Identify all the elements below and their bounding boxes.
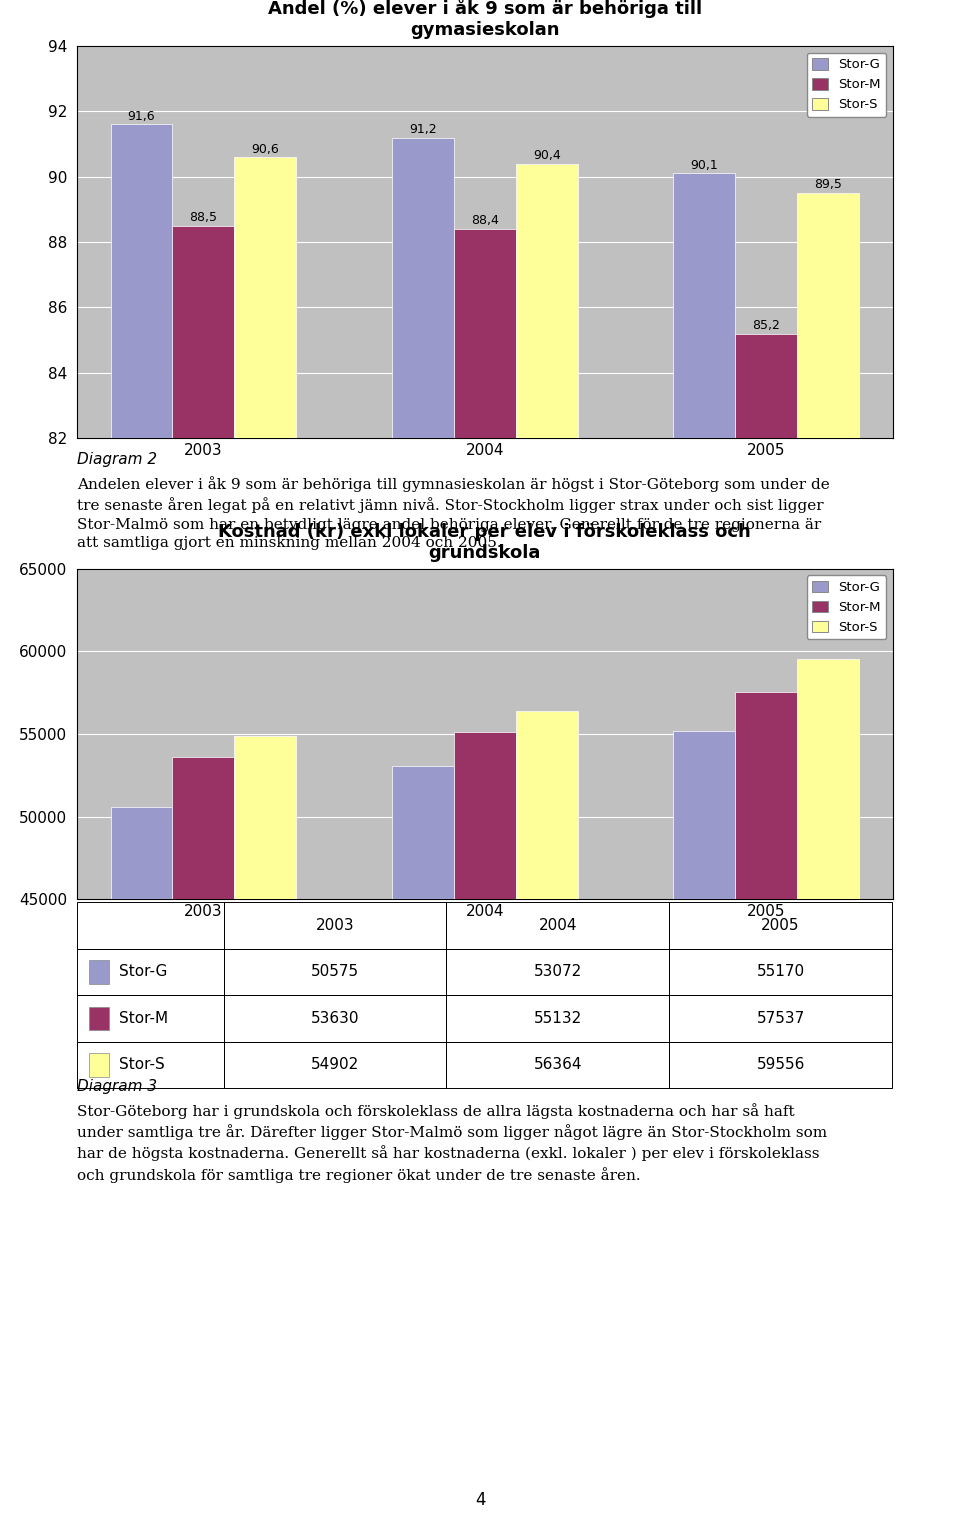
Bar — [669, 902, 892, 948]
Text: 53630: 53630 — [311, 1011, 359, 1025]
Bar — [224, 994, 446, 1042]
Bar — [516, 712, 578, 1537]
Title: Kostnad (kr) exkl lokaler per elev i förskoleklass och
grundskola: Kostnad (kr) exkl lokaler per elev i för… — [219, 523, 751, 561]
Bar — [234, 157, 297, 1537]
Text: 91,2: 91,2 — [409, 123, 437, 135]
Bar — [797, 659, 859, 1537]
Text: 2003: 2003 — [316, 918, 354, 933]
Text: 88,4: 88,4 — [470, 214, 499, 227]
Text: 85,2: 85,2 — [753, 318, 780, 332]
Text: 50575: 50575 — [311, 964, 359, 979]
Text: 90,6: 90,6 — [252, 143, 279, 155]
Text: 91,6: 91,6 — [128, 109, 156, 123]
Text: 2004: 2004 — [539, 918, 577, 933]
Bar — [446, 948, 669, 994]
Bar — [446, 994, 669, 1042]
Bar — [89, 1053, 109, 1076]
Text: 53072: 53072 — [534, 964, 582, 979]
Text: Stor-M: Stor-M — [119, 1011, 168, 1025]
Bar — [669, 994, 892, 1042]
Bar — [669, 1042, 892, 1088]
Bar — [735, 692, 797, 1537]
Text: Andelen elever i åk 9 som är behöriga till gymnasieskolan är högst i Stor-Götebo: Andelen elever i åk 9 som är behöriga ti… — [77, 476, 829, 550]
Bar — [77, 948, 224, 994]
Bar — [224, 1042, 446, 1088]
Text: Stor-G: Stor-G — [119, 964, 168, 979]
Bar — [110, 807, 173, 1537]
Bar — [516, 163, 578, 1537]
Legend: Stor-G, Stor-M, Stor-S: Stor-G, Stor-M, Stor-S — [806, 575, 886, 639]
Bar — [89, 1007, 109, 1030]
Bar — [454, 732, 516, 1537]
Bar — [224, 902, 446, 948]
Bar — [392, 765, 454, 1537]
Bar — [454, 229, 516, 1537]
Bar — [77, 994, 224, 1042]
Bar — [797, 194, 859, 1537]
Bar — [77, 902, 224, 948]
Text: 55132: 55132 — [534, 1011, 582, 1025]
Bar — [77, 1042, 224, 1088]
Text: 89,5: 89,5 — [814, 178, 842, 192]
Bar — [110, 124, 173, 1537]
Text: 90,1: 90,1 — [690, 158, 718, 172]
Title: Andel (%) elever i åk 9 som är behöriga till
gymasieskolan: Andel (%) elever i åk 9 som är behöriga … — [268, 0, 702, 38]
Legend: Stor-G, Stor-M, Stor-S: Stor-G, Stor-M, Stor-S — [806, 52, 886, 117]
Text: Diagram 2: Diagram 2 — [77, 452, 156, 467]
Text: 56364: 56364 — [534, 1057, 582, 1073]
Text: Diagram 3: Diagram 3 — [77, 1079, 156, 1094]
Bar — [446, 1042, 669, 1088]
Text: 88,5: 88,5 — [189, 211, 217, 224]
Bar — [234, 736, 297, 1537]
Text: Stor-Göteborg har i grundskola och förskoleklass de allra lägsta kostnaderna och: Stor-Göteborg har i grundskola och försk… — [77, 1104, 827, 1182]
Bar — [224, 948, 446, 994]
Text: 59556: 59556 — [756, 1057, 804, 1073]
Bar — [173, 756, 234, 1537]
Text: 4: 4 — [475, 1491, 485, 1509]
Text: 57537: 57537 — [756, 1011, 804, 1025]
Bar — [735, 334, 797, 1537]
Bar — [673, 174, 735, 1537]
Text: 54902: 54902 — [311, 1057, 359, 1073]
Bar — [669, 948, 892, 994]
Bar — [446, 902, 669, 948]
Text: 55170: 55170 — [756, 964, 804, 979]
Text: Stor-S: Stor-S — [119, 1057, 165, 1073]
Bar — [173, 226, 234, 1537]
Text: 2005: 2005 — [761, 918, 800, 933]
Bar — [89, 961, 109, 984]
Bar — [673, 732, 735, 1537]
Bar — [392, 137, 454, 1537]
Text: 90,4: 90,4 — [533, 149, 561, 161]
